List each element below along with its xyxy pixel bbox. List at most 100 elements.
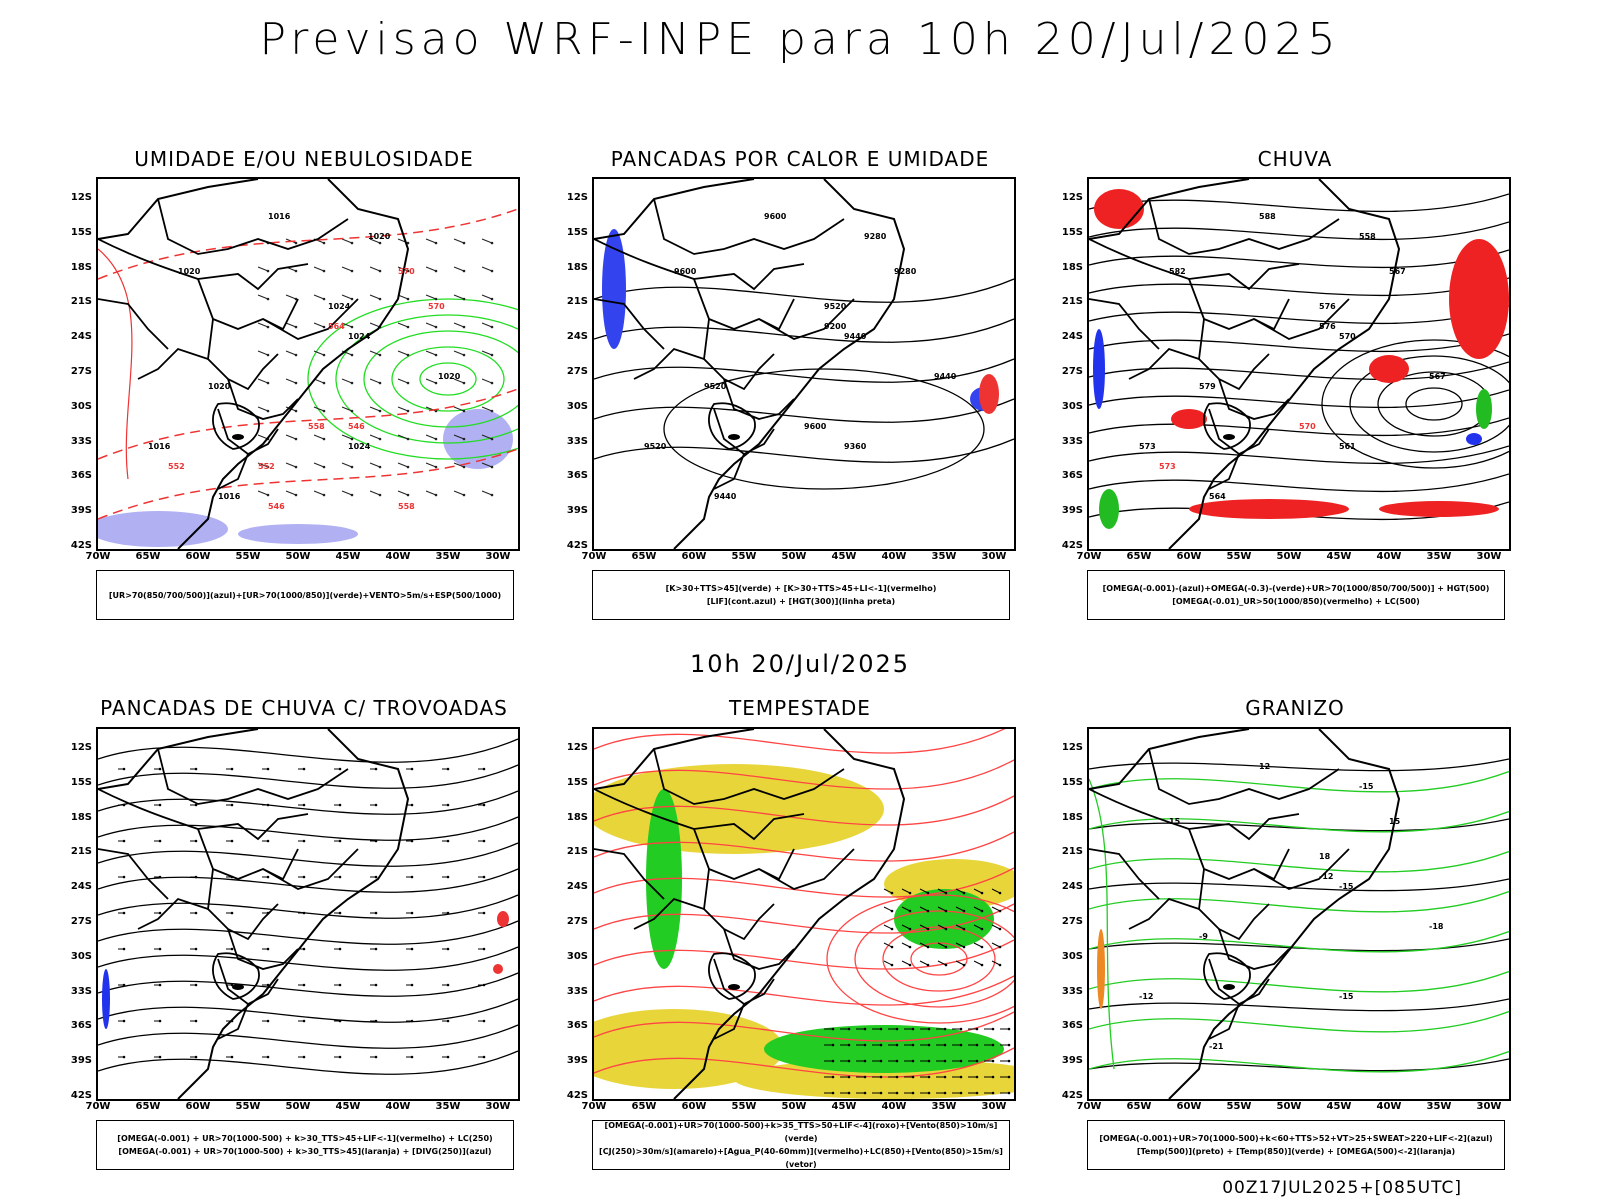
lat-tick-label: 36S [70,470,92,482]
lat-tick-label: 39S [566,505,588,517]
legend-line: [CJ(250)>30m/s](amarelo)+[Agua_P(40-60mm… [599,1147,1003,1169]
lat-tick-label: 24S [1061,881,1083,893]
contour-label: 564 [328,322,345,331]
contour-label: 9520 [644,442,667,451]
lat-tick-label: 30S [566,400,588,412]
contour-label: 546 [268,502,285,511]
lat-tick-label: 15S [1061,776,1083,788]
legend-line: [OMEGA(-0.001)+UR>70(1000-500)+k<60+TTS>… [1099,1134,1493,1143]
map-canvas [98,729,518,1099]
legend-box-pancadas-de-chuva-c-trovoadas: [OMEGA(-0.001) + UR>70(1000-500) + k>30_… [96,1120,514,1170]
legend-box-umidade-e-ou-nebulosidade: [UR>70(850/700/500)](azul)+[UR>70(1000/8… [96,570,514,620]
lat-tick-label: 18S [1061,261,1083,273]
lat-tick-label: 27S [70,916,92,927]
contour-label: 570 [1339,332,1356,341]
contour-label: 1016 [218,492,241,501]
panel-title-tempestade: TEMPESTADE [729,696,871,720]
lat-tick-label: 18S [566,261,588,273]
lat-tick-label: 21S [70,846,92,858]
lat-tick-label: 42S [70,540,92,551]
contour-label: 9280 [894,267,917,276]
lat-tick-label: 30S [566,950,588,962]
lon-tick-label: 45W [335,551,361,562]
legend-box-granizo: [OMEGA(-0.001)+UR>70(1000-500)+k<60+TTS>… [1087,1120,1505,1170]
lat-tick-label: 39S [1061,1055,1083,1067]
contour-label: -9 [1199,932,1208,941]
lat-tick-label: 36S [566,470,588,482]
lon-tick-label: 45W [831,1101,857,1112]
lat-tick-label: 24S [70,881,92,893]
lat-tick-label: 21S [70,296,92,308]
contour-label: 588 [1259,212,1276,221]
lat-tick-label: 42S [566,540,588,551]
main-title: Previsao WRF-INPE para 10h 20/Jul/2025 [259,14,1341,65]
lat-tick-label: 24S [566,881,588,893]
lon-tick-label: 50W [1276,551,1302,562]
lat-tick-label: 27S [1061,366,1083,377]
lat-tick-label: 39S [566,1055,588,1067]
map-canvas: 9600 9600 9520 9520 9520 9440 9440 9440 9360 9280… [594,179,1014,549]
contour-label: 552 [168,462,185,471]
contour-label: 1020 [368,232,391,241]
lat-tick-label: 18S [70,261,92,273]
lat-tick-label: 27S [566,366,588,377]
contour-label: 567 [1429,372,1446,381]
lon-tick-label: 45W [831,551,857,562]
lon-tick-label: 55W [235,1101,261,1112]
lon-tick-label: 30W [981,551,1007,562]
lat-tick-label: 27S [566,916,588,927]
contour-label: 576 [1319,302,1336,311]
contour-label: -12 [1139,992,1153,1001]
lat-tick-label: 36S [70,1020,92,1032]
lat-tick-label: 15S [1061,226,1083,238]
lon-tick-label: 65W [1126,551,1152,562]
contour-label: 573 [1139,442,1156,451]
lon-tick-label: 30W [1476,1101,1502,1112]
legend-line: [K>30+TTS>45](verde) + [K>30+TTS>45+LI<-… [665,584,937,593]
lat-tick-label: 33S [1061,435,1083,447]
contour-label: 9600 [764,212,787,221]
contour-label: 558 [398,502,415,511]
lon-tick-label: 60W [681,551,707,562]
lon-tick-label: 55W [731,1101,757,1112]
contour-label: 579 [1199,382,1216,391]
lon-tick-label: 50W [781,1101,807,1112]
lat-tick-label: 21S [1061,296,1083,308]
panel-title-umidade-e-ou-nebulosidade: UMIDADE E/OU NEBULOSIDADE [134,147,474,171]
lat-tick-label: 12S [1061,742,1083,753]
lon-tick-label: 70W [85,1101,111,1112]
lon-tick-label: 35W [435,1101,461,1112]
lat-tick-label: 33S [70,985,92,997]
contour-label: 561 [1339,442,1356,451]
lon-tick-label: 55W [731,551,757,562]
contour-label: -21 [1209,1042,1224,1051]
run-info-footer: 00Z17JUL2025+[085UTC] [1222,1178,1462,1198]
lon-tick-label: 55W [235,551,261,562]
legend-box-pancadas-por-calor-e-umidade: [K>30+TTS>45](verde) + [K>30+TTS>45+LI<-… [592,570,1010,620]
lat-tick-label: 39S [70,505,92,517]
lon-tick-label: 35W [931,1101,957,1112]
lon-tick-label: 70W [85,551,111,562]
lat-tick-label: 24S [566,331,588,343]
contour-label: 9440 [844,332,867,341]
contour-label: 15 [1389,817,1401,826]
lat-tick-label: 39S [70,1055,92,1067]
map-canvas: 1016 1020 1024 1020 1016 1024 1020 1016 1024 1020… [98,179,518,549]
lon-tick-label: 50W [781,551,807,562]
legend-line: [LIF](cont.azul) + [HGT(300)](linha pret… [706,597,896,606]
lon-tick-label: 35W [435,551,461,562]
lat-tick-label: 42S [566,1090,588,1101]
map-pancadas-por-calor-e-umidade: 9600 9600 9520 9520 9520 9440 9440 9440 9360 9280… [592,177,1016,551]
lon-tick-label: 60W [1176,551,1202,562]
lon-tick-label: 60W [681,1101,707,1112]
lon-tick-label: 70W [581,551,607,562]
map-umidade-e-ou-nebulosidade: 1016 1020 1024 1020 1016 1024 1020 1016 1024 1020… [96,177,520,551]
lat-tick-label: 36S [1061,1020,1083,1032]
lon-tick-label: 70W [1076,551,1102,562]
lat-tick-label: 21S [566,296,588,308]
contour-label: 573 [1159,462,1176,471]
lat-tick-label: 30S [70,950,92,962]
panel-title-granizo: GRANIZO [1245,696,1345,720]
lat-tick-label: 33S [1061,985,1083,997]
contour-label: 564 [1209,492,1226,501]
